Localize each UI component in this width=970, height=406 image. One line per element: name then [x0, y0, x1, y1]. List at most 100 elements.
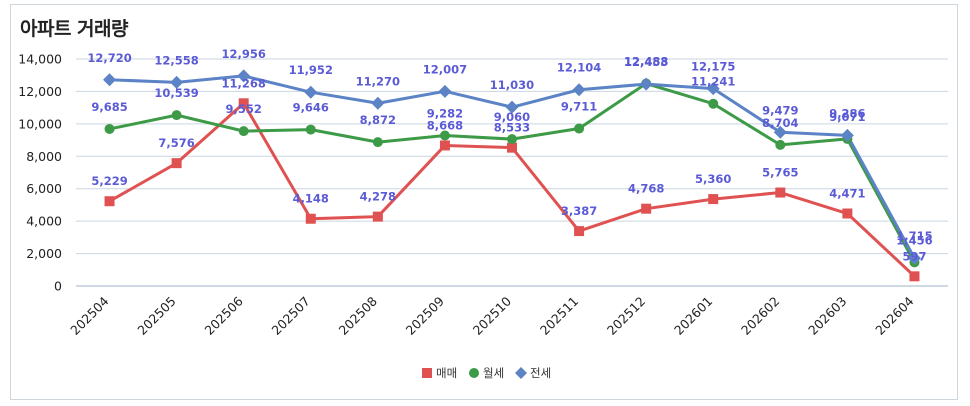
marker-매매 [171, 158, 182, 169]
marker-전세 [304, 85, 318, 99]
marker-매매 [574, 226, 585, 237]
marker-월세 [708, 98, 719, 109]
legend-marker-월세 [469, 368, 479, 378]
marker-전세 [907, 251, 921, 265]
marker-매매 [104, 196, 115, 207]
x-tick-label: 202506 [201, 293, 245, 337]
data-label-월세: 11,241 [691, 75, 735, 89]
data-label-전세: 12,720 [87, 51, 131, 65]
data-label-전세: 11,030 [490, 78, 534, 92]
x-tick-label: 202509 [403, 293, 447, 337]
y-tick-label: 14,000 [18, 52, 62, 67]
y-tick-label: 8,000 [26, 149, 62, 164]
data-label-매매: 4,148 [293, 192, 329, 206]
data-label-월세: 9,282 [427, 106, 463, 120]
data-label-월세: 10,539 [154, 86, 198, 100]
data-labels: 5,229 7,576 11,268 4,148 4,278 8,668 8,533 3,38… [87, 47, 932, 263]
marker-매매 [507, 142, 517, 153]
x-tick-label: 202504 [67, 293, 111, 337]
data-label-전세: 12,007 [423, 62, 467, 76]
x-tick-label: 202505 [134, 294, 178, 338]
marker-전세 [505, 100, 519, 114]
data-label-전세: 12,104 [557, 61, 601, 75]
x-tick-label: 202508 [336, 293, 380, 337]
data-label-매매: 5,360 [695, 172, 731, 186]
legend-label-전세: 전세 [530, 366, 551, 380]
marker-매매 [708, 194, 719, 205]
marker-전세 [572, 83, 586, 97]
marker-매매 [238, 98, 249, 109]
marker-월세 [372, 137, 383, 148]
data-label-매매: 4,278 [360, 190, 396, 204]
marker-월세 [574, 123, 585, 134]
legend-marker-전세 [515, 367, 527, 379]
y-tick-label: 4,000 [26, 214, 62, 229]
legend-marker-매매 [422, 368, 432, 378]
marker-매매 [439, 140, 450, 151]
y-axis: 0 2,000 4,000 6,000 8,000 10,000 12,000 14,000 [18, 52, 62, 294]
x-tick-label: 202604 [872, 293, 916, 337]
data-label-매매: 7,576 [158, 136, 194, 150]
marker-전세 [773, 125, 787, 139]
data-label-매매: 11,268 [221, 76, 265, 90]
data-label-전세: 1,715 [896, 229, 932, 243]
marker-전세 [639, 77, 653, 91]
data-label-전세: 11,952 [289, 63, 333, 77]
marker-월세 [507, 134, 517, 145]
data-label-전세: 9,286 [829, 106, 865, 120]
x-tick-label: 202512 [604, 294, 648, 338]
data-label-전세: 11,270 [356, 74, 400, 88]
data-label-월세: 9,071 [829, 110, 865, 124]
data-label-월세: 9,552 [225, 102, 261, 116]
data-label-전세: 12,558 [154, 53, 198, 67]
marker-전세 [103, 73, 117, 87]
legend-label-매매: 매매 [436, 366, 457, 380]
data-label-월세: 12,488 [624, 55, 668, 69]
marker-전세 [840, 128, 854, 142]
chart-title: 아파트 거래량 [20, 18, 129, 40]
data-label-전세: 9,479 [762, 103, 798, 117]
data-label-월세: 8,872 [360, 113, 396, 127]
data-label-월세: 9,711 [561, 100, 597, 114]
legend: 매매 월세 전세 [422, 366, 551, 380]
gridlines [76, 58, 948, 287]
data-label-월세: 1,456 [896, 233, 932, 247]
data-label-매매: 5,229 [91, 174, 127, 188]
marker-전세 [371, 96, 385, 110]
data-label-전세: 12,956 [221, 47, 265, 61]
x-tick-label: 202602 [738, 294, 782, 338]
marker-월세 [305, 124, 316, 135]
data-label-월세: 9,646 [293, 101, 329, 115]
marker-매매 [842, 208, 853, 219]
data-label-매매: 8,533 [494, 121, 530, 135]
y-tick-label: 6,000 [26, 181, 62, 196]
marker-월세 [775, 139, 786, 150]
data-label-매매: 4,471 [829, 187, 865, 201]
data-label-매매: 4,768 [628, 182, 664, 196]
marker-월세 [171, 110, 182, 121]
chart-panel [10, 4, 958, 400]
marker-월세 [439, 130, 450, 141]
data-label-전세: 12,453 [624, 55, 668, 69]
marker-전세 [170, 75, 184, 89]
x-tick-label: 202510 [470, 293, 514, 337]
y-tick-label: 0 [54, 279, 62, 294]
data-label-매매: 3,387 [561, 204, 597, 218]
marker-매매 [909, 271, 920, 282]
data-label-전세: 12,175 [691, 60, 735, 74]
series-markers [103, 69, 921, 282]
marker-월세 [238, 126, 249, 137]
marker-월세 [104, 123, 115, 134]
marker-매매 [775, 187, 786, 198]
data-label-월세: 9,060 [494, 110, 530, 124]
marker-매매 [305, 213, 316, 224]
marker-전세 [706, 82, 720, 96]
x-axis: 202504 202505 202506 202507 202508 202509 2025… [67, 293, 916, 337]
marker-전세 [237, 69, 251, 83]
x-tick-label: 202601 [671, 294, 715, 338]
y-tick-label: 2,000 [26, 246, 62, 261]
x-tick-label: 202507 [269, 294, 313, 338]
x-tick-label: 202603 [805, 294, 849, 338]
marker-전세 [438, 84, 452, 98]
data-label-매매: 5,765 [762, 166, 798, 180]
